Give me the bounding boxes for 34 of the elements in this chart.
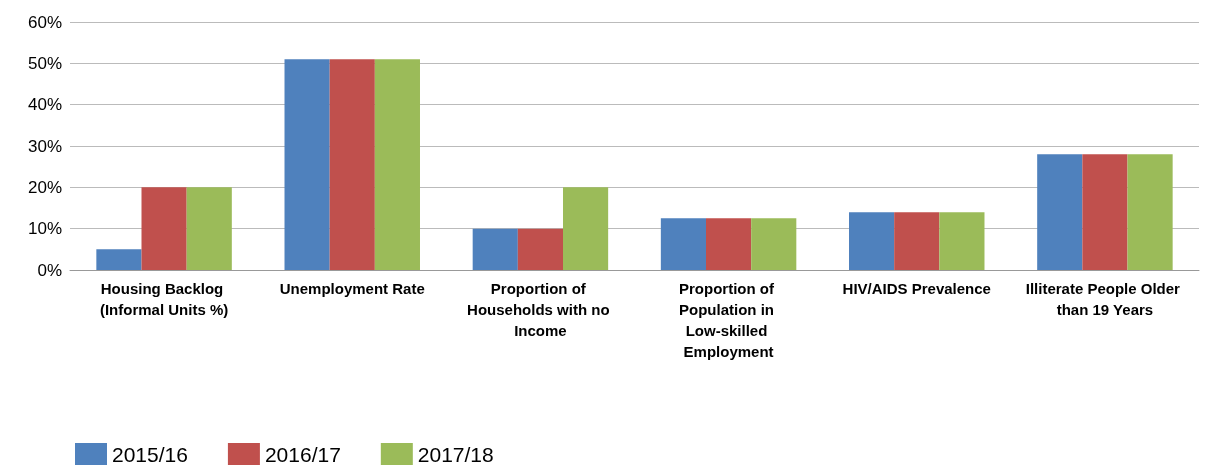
bar [374, 59, 420, 270]
bar [329, 59, 375, 270]
bar [517, 228, 563, 270]
bar [1082, 154, 1128, 270]
legend-label: 2015/16 [112, 442, 188, 466]
bar [96, 249, 142, 270]
y-tick-label: 0% [37, 260, 62, 280]
x-tick-label: Unemployment Rate [279, 280, 425, 297]
x-tick-label: Illiterate People Older than 19 Years [1025, 280, 1185, 318]
legend-label: 2016/17 [264, 442, 341, 466]
bar [751, 218, 797, 270]
y-tick-label: 50% [27, 53, 62, 73]
bar [472, 228, 518, 270]
bar [141, 187, 187, 270]
bar [563, 187, 609, 270]
bar [939, 212, 985, 270]
bar [849, 212, 895, 270]
x-tick-label: Housing Backlog (Informal Units %) [99, 280, 229, 318]
bar [706, 218, 752, 270]
x-tick-label: HIV/AIDS Prevalence [842, 280, 991, 297]
bar [1127, 154, 1173, 270]
bar [660, 218, 706, 270]
bar [186, 187, 232, 270]
x-tick-label: Proportion of Population in Low-skilled Employment [679, 280, 779, 360]
x-tick-label: Proportion of Households with no Income [467, 280, 614, 339]
bar [894, 212, 940, 270]
y-tick-label: 60% [27, 12, 62, 32]
y-tick-label: 40% [27, 95, 62, 115]
y-tick-label: 30% [27, 136, 62, 156]
legend-label: 2017/18 [417, 442, 494, 466]
bar [1037, 154, 1083, 270]
bar [284, 59, 330, 270]
y-tick-label: 20% [27, 177, 62, 197]
y-tick-label: 10% [27, 219, 62, 239]
